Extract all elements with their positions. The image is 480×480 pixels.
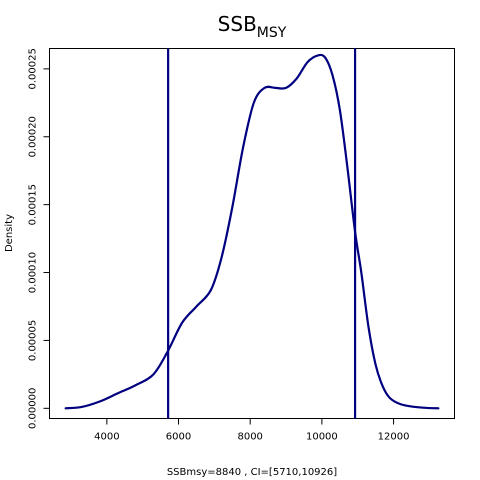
chart-title: SSBMSY [218, 12, 287, 41]
x-tick-label: 4000 [94, 432, 119, 443]
x-tick-label: 8000 [237, 432, 262, 443]
x-tick-label: 12000 [378, 432, 410, 443]
y-tick-label: 0.00025 [28, 48, 39, 89]
y-tick-label: 0.00005 [28, 320, 39, 361]
plot-area [64, 48, 440, 419]
y-axis: 0.00000 0.00005 0.00010 0.00015 0.00020 0.000… [28, 48, 50, 429]
x-axis: 4000 6000 8000 10000 12000 [94, 418, 410, 443]
chart-title-main: SSB [218, 12, 257, 36]
y-axis-label: Density [4, 214, 15, 252]
y-tick-label: 0.00020 [28, 116, 39, 157]
y-tick-label: 0.00010 [28, 252, 39, 293]
chart-title-subscript: MSY [257, 25, 287, 41]
x-axis-label: SSBmsy=8840 , CI=[5710,10926] [167, 467, 337, 478]
y-tick-label: 0.00000 [28, 388, 39, 429]
x-tick-label: 10000 [306, 432, 338, 443]
y-tick-label: 0.00015 [28, 184, 39, 225]
x-tick-label: 6000 [166, 432, 191, 443]
density-curve [64, 53, 440, 410]
plot-frame [49, 48, 455, 419]
